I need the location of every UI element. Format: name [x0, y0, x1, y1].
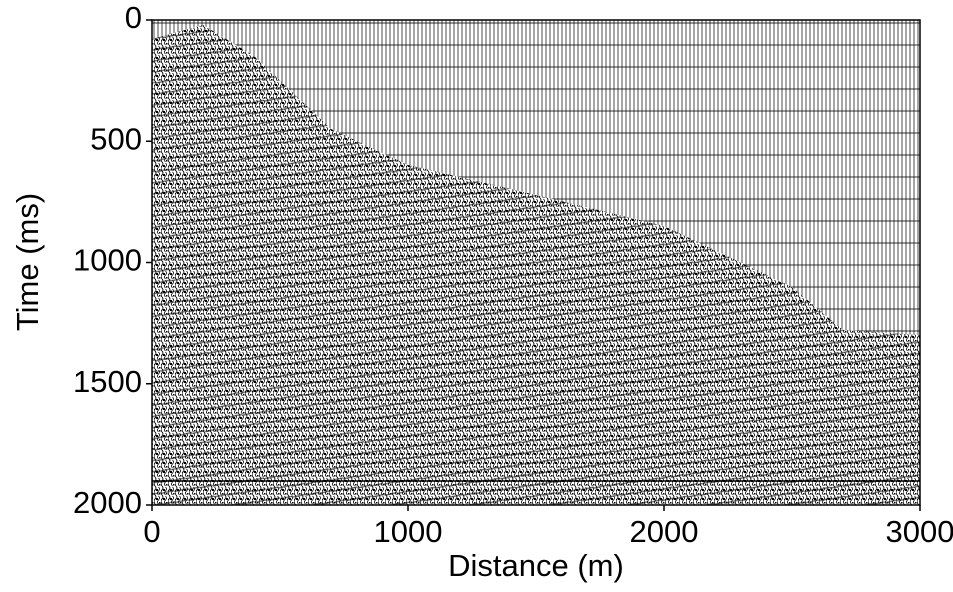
x-tick-label: 1000	[374, 514, 443, 549]
y-axis-label: Time (ms)	[10, 193, 45, 331]
y-tick-label: 500	[90, 121, 142, 156]
y-tick-label: 1000	[73, 243, 142, 278]
y-tick-label: 2000	[73, 485, 142, 520]
x-axis-label: Distance (m)	[448, 548, 624, 583]
seismic-image	[152, 20, 920, 505]
y-tick-label: 0	[125, 0, 142, 35]
x-tick-label: 0	[143, 514, 160, 549]
x-tick-label: 3000	[886, 514, 953, 549]
x-tick-label: 2000	[630, 514, 699, 549]
y-tick-label: 1500	[73, 364, 142, 399]
